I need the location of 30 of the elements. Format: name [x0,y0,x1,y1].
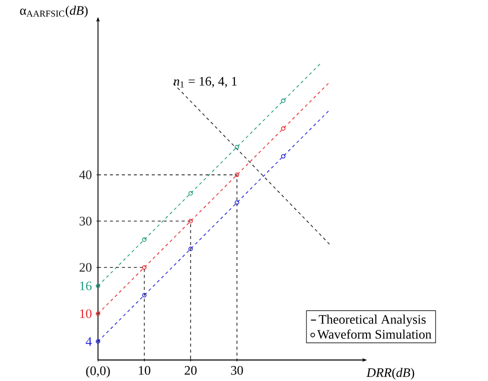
point [142,265,147,270]
point [188,218,193,224]
y-tick-label: 30 [80,216,92,226]
annotation: n$_{1}$ = 16, 4, 1 [174,76,237,88]
point [96,284,100,288]
point [188,246,193,252]
point [96,312,100,316]
point [281,154,286,158]
x-tick-label: 30 [231,366,243,375]
point [234,200,240,205]
y-tick-label: 10 [80,309,92,318]
point [281,98,286,103]
point [142,292,147,298]
point [96,339,100,344]
point [281,126,286,131]
y-tick-label: 4 [86,337,92,346]
x-tick-label: 10 [138,366,150,375]
x-tick-label: 20 [184,366,197,375]
y-tick-label: 20 [80,263,92,272]
annotation: Waveform Simulation [317,329,432,339]
y-tick-label: 16 [80,282,92,290]
y-tick-label: 40 [79,170,92,180]
x-tick-label: (0,0) [86,366,110,378]
y-axis-title: α$_{AARFSIC}$(dB) [20,6,88,18]
x-axis-title: DRR(dB) [366,368,414,380]
point [142,237,147,242]
annotation: Theoretical Analysis [318,314,426,326]
point [188,191,193,196]
point [234,144,240,150]
point [234,172,240,177]
